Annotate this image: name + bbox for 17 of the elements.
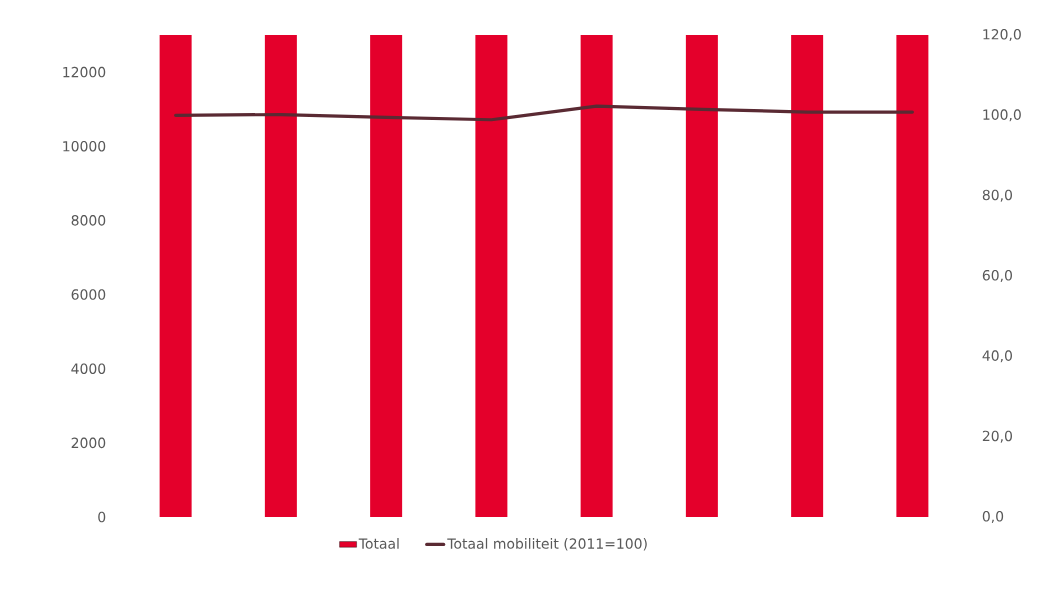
y-tick-label: 100,0 (983, 109, 1021, 122)
legend-label: Totaal (358, 538, 399, 549)
y-tick-label: 60,0 (982, 270, 1012, 282)
y-tick-label: 4000 (71, 363, 106, 374)
y-tick-label: 6000 (71, 289, 106, 300)
y-tick-label: 120,0 (983, 29, 1021, 41)
y-tick-label: 0 (98, 511, 106, 523)
y-tick-label: 8000 (71, 215, 106, 226)
y-tick-label: 80,0 (982, 189, 1012, 202)
y-tick-label: 10000 (63, 140, 106, 152)
y-tick-label: 40,0 (982, 350, 1012, 363)
y-tick-label: 0,0 (982, 511, 1004, 523)
line-series (174, 104, 914, 122)
legend-label: Totaal mobiliteit (2011=100) (447, 538, 647, 551)
y-tick-label: 12000 (63, 66, 106, 78)
y-tick-label: 2000 (71, 437, 106, 449)
y-tick-label: 20,0 (982, 430, 1012, 443)
